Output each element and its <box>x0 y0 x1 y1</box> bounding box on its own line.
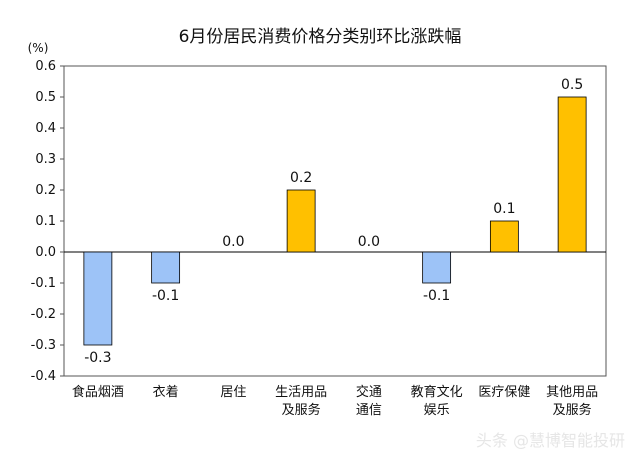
category-label: 医疗保健 <box>478 385 530 400</box>
y-tick-label: 0.6 <box>35 59 56 74</box>
y-tick-label: -0.3 <box>31 338 56 353</box>
data-label: 0.5 <box>561 77 583 93</box>
category-label: 衣着 <box>153 384 179 400</box>
bar <box>557 96 587 253</box>
category-label: 通信 <box>356 403 382 418</box>
bar <box>83 251 113 346</box>
category-label: 其他用品 <box>546 385 598 400</box>
category-label: 及服务 <box>553 402 592 418</box>
data-label: -0.1 <box>152 288 179 304</box>
y-unit-label: (%) <box>28 41 49 55</box>
y-tick-label: 0.0 <box>35 245 56 260</box>
data-label: 0.1 <box>493 201 515 217</box>
y-tick-label: 0.4 <box>35 121 56 136</box>
category-label: 教育文化 <box>411 384 463 400</box>
data-label: -0.3 <box>84 350 111 366</box>
plot-area <box>63 65 607 377</box>
data-label: 0.0 <box>222 234 244 250</box>
y-tick-label: 0.5 <box>35 90 56 105</box>
y-tick-label: -0.4 <box>31 369 56 384</box>
category-label: 及服务 <box>282 402 321 418</box>
data-label: -0.1 <box>423 288 450 304</box>
chart-title: 6月份居民消费价格分类别环比涨跌幅 <box>179 27 462 47</box>
watermark: 头条 @慧博智能投研 <box>476 431 625 450</box>
data-label: 0.0 <box>358 234 380 250</box>
bar <box>151 251 181 284</box>
y-tick-label: 0.1 <box>35 214 56 229</box>
y-tick-label: 0.3 <box>35 152 56 167</box>
category-label: 娱乐 <box>424 403 450 418</box>
category-label: 食品烟酒 <box>72 384 124 400</box>
bar <box>422 251 452 284</box>
bar <box>489 220 519 253</box>
category-label: 交通 <box>356 384 382 400</box>
data-label: 0.2 <box>290 170 312 186</box>
y-tick-label: 0.2 <box>35 183 56 198</box>
y-tick-label: -0.2 <box>31 307 56 322</box>
category-label: 生活用品 <box>275 385 327 400</box>
category-label: 居住 <box>220 385 246 400</box>
bar <box>286 189 316 253</box>
y-tick-label: -0.1 <box>31 276 56 291</box>
